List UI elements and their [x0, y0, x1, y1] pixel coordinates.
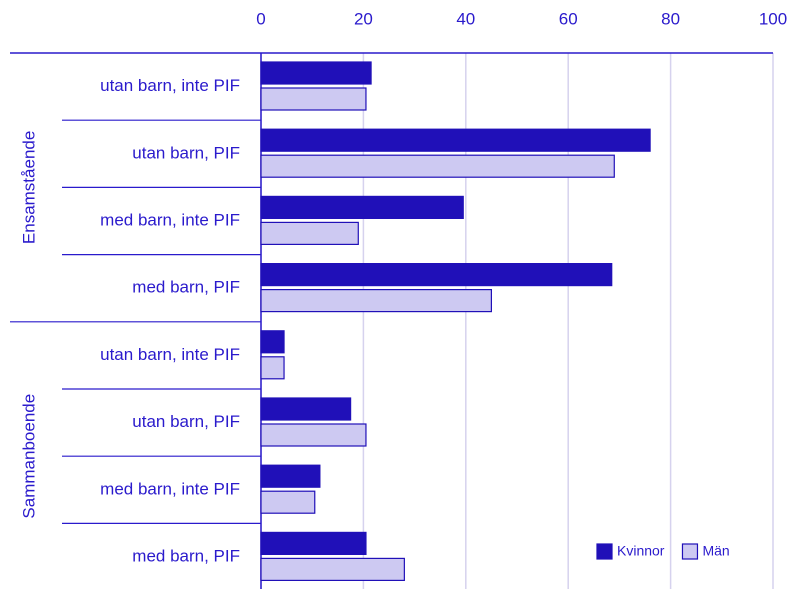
- bar: [260, 61, 372, 85]
- y-tick-label: utan barn, PIF: [132, 412, 240, 431]
- bar: [260, 195, 464, 219]
- x-tick-label: 60: [559, 9, 578, 28]
- group-label: Ensamstående: [19, 131, 38, 244]
- x-tick-label: 80: [661, 9, 680, 28]
- y-tick-label: med barn, PIF: [132, 546, 240, 565]
- bar: [260, 87, 367, 111]
- legend-label: Kvinnor: [617, 543, 665, 559]
- y-tick-label: med barn, inte PIF: [100, 479, 240, 498]
- bar: [260, 356, 285, 380]
- bar: [260, 557, 405, 582]
- bar: [260, 154, 615, 178]
- x-tick-label: 0: [256, 9, 265, 28]
- x-tick-label: 40: [456, 9, 475, 28]
- bar: [260, 263, 613, 287]
- legend-swatch: [596, 543, 613, 560]
- y-tick-label: utan barn, PIF: [132, 143, 240, 162]
- bar: [260, 464, 321, 488]
- bar: [260, 128, 651, 152]
- y-tick-label: med barn, inte PIF: [100, 210, 240, 229]
- x-tick-label: 20: [354, 9, 373, 28]
- bar: [260, 289, 492, 313]
- bar: [260, 423, 367, 447]
- legend-label: Män: [702, 543, 729, 559]
- y-tick-label: utan barn, inte PIF: [100, 345, 240, 364]
- bar: [260, 221, 359, 245]
- y-tick-label: med barn, PIF: [132, 278, 240, 297]
- group-label: Sammanboende: [19, 394, 38, 519]
- legend-swatch: [681, 543, 699, 560]
- y-tick-label: utan barn, inte PIF: [100, 76, 240, 95]
- bar: [260, 490, 316, 514]
- x-tick-label: 100: [759, 9, 787, 28]
- bar: [260, 330, 285, 354]
- bar: [260, 531, 367, 556]
- bar: [260, 397, 352, 421]
